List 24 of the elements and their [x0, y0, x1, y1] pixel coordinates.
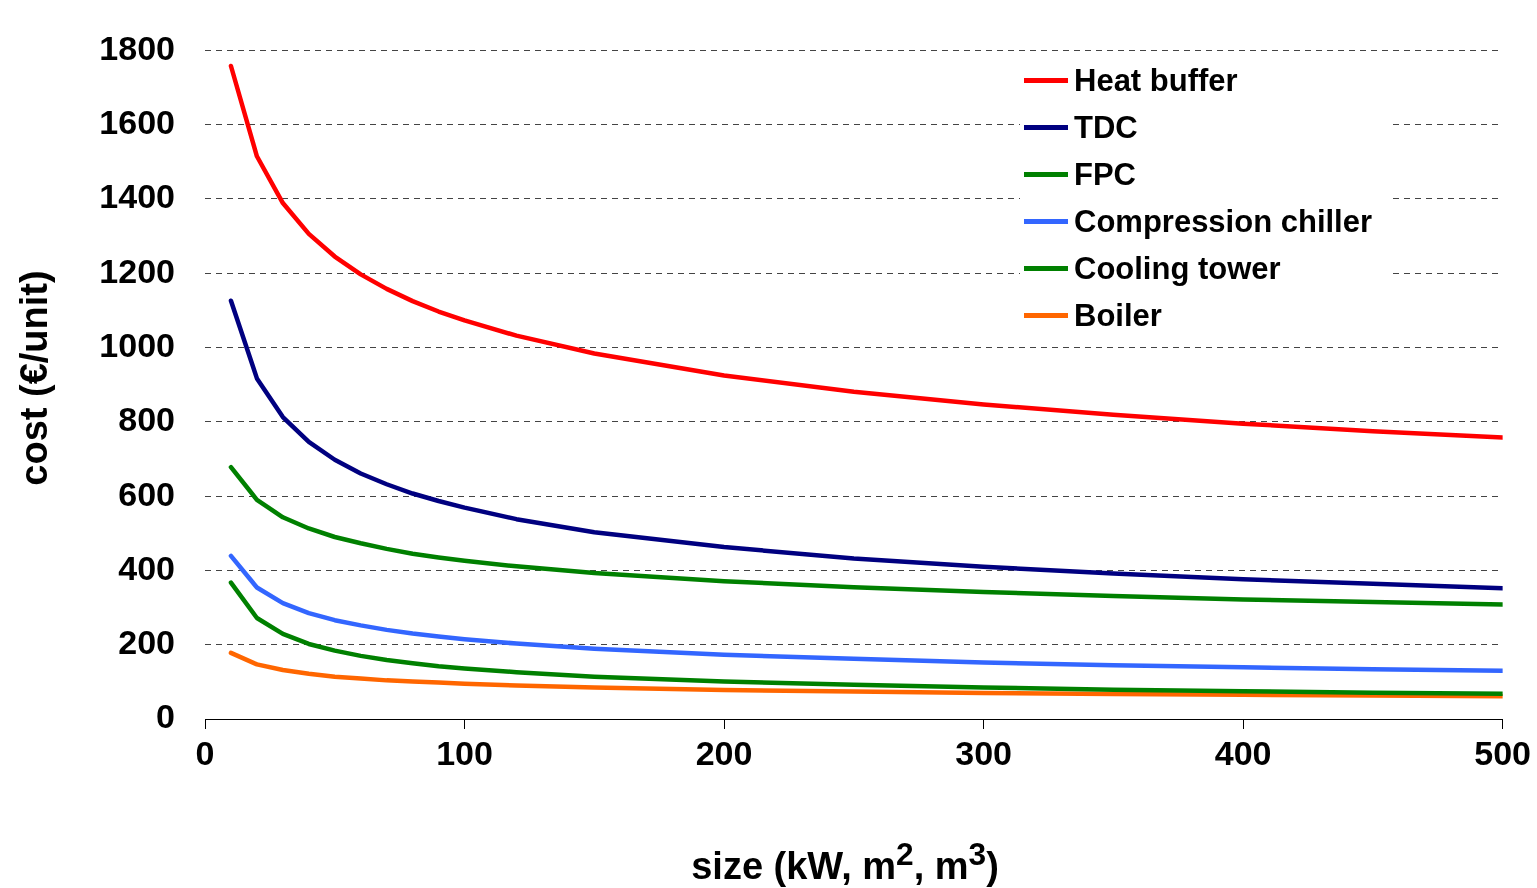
x-tick-label: 300: [955, 733, 1012, 772]
legend-label: Compression chiller: [1074, 203, 1373, 240]
legend-label: Heat buffer: [1074, 62, 1238, 99]
legend-label: Cooling tower: [1074, 250, 1281, 287]
y-tick-label: 800: [118, 400, 175, 439]
x-tick-label: 500: [1474, 733, 1531, 772]
y-axis-title: cost (€/unit): [12, 270, 56, 486]
y-tick-label: 600: [118, 474, 175, 513]
y-tick-label: 1400: [99, 177, 175, 216]
y-tick-label: 1800: [99, 28, 175, 67]
x-tick-label: 400: [1214, 733, 1272, 772]
x-tick-label: 100: [436, 733, 493, 772]
y-tick-label: 1000: [99, 325, 175, 364]
x-tick-label: 200: [695, 733, 753, 772]
y-tick-label: 0: [156, 697, 175, 736]
x-tick-label: 0: [195, 733, 215, 772]
legend-label: TDC: [1074, 109, 1138, 146]
y-tick-label: 1200: [99, 251, 175, 290]
x-axis-title: size (kW, m$^{2}$, m$^{3}$): [691, 836, 999, 888]
y-tick-label: 400: [118, 548, 175, 587]
legend-label: FPC: [1074, 156, 1136, 193]
y-tick-label: 1600: [99, 103, 175, 142]
legend-label: Boiler: [1074, 297, 1162, 334]
y-tick-label: 200: [118, 623, 175, 662]
